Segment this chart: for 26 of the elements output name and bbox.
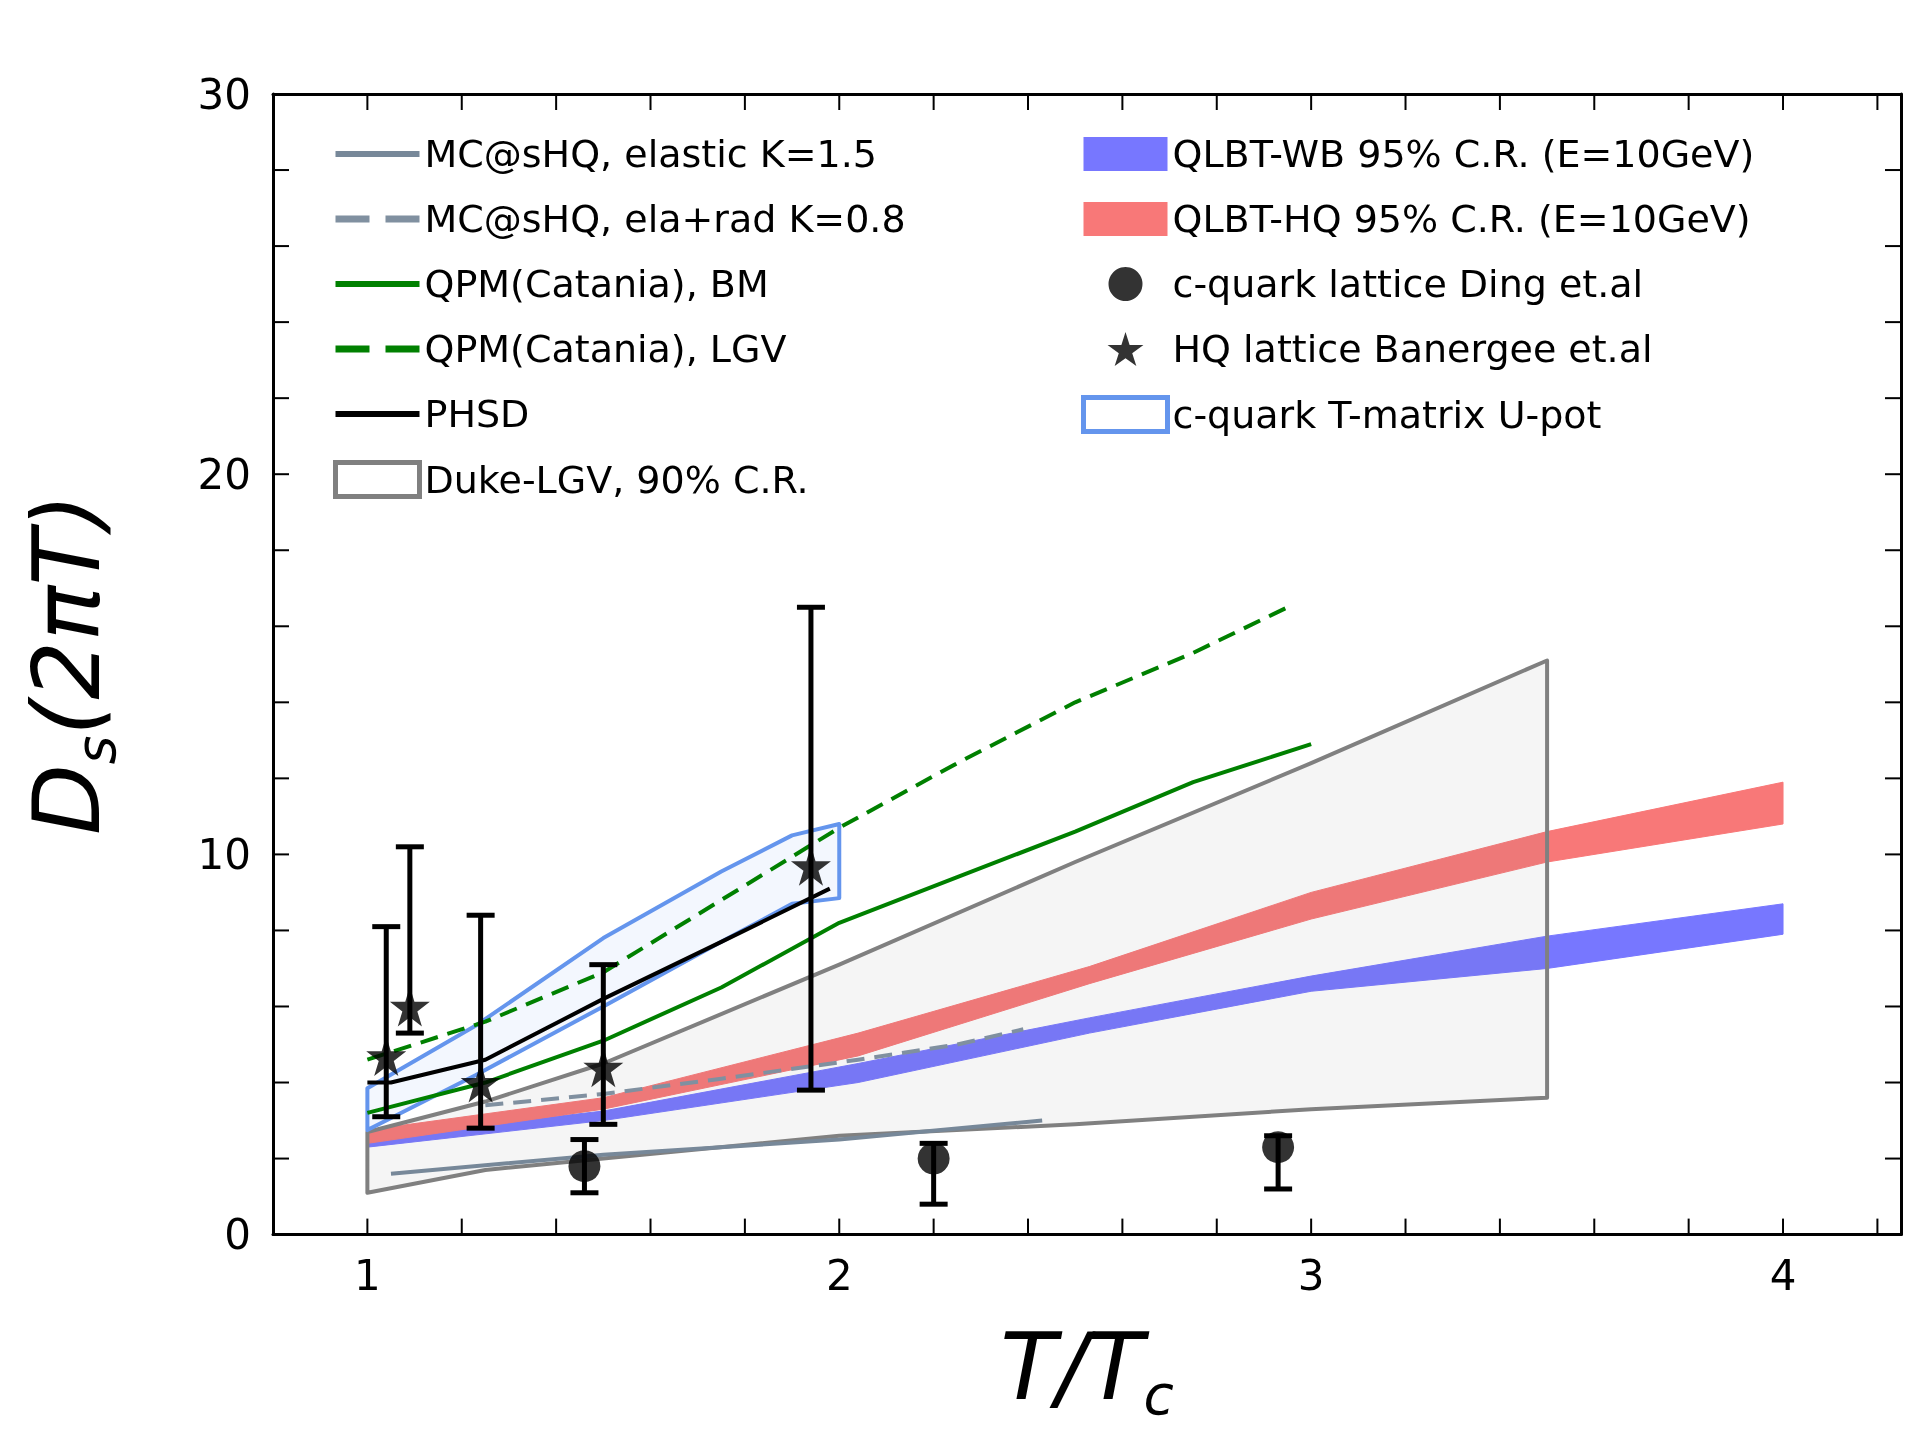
y-tick-label: 10 <box>197 829 251 879</box>
x-tick-label: 1 <box>354 1251 381 1301</box>
legend-label: MC@sHQ, elastic K=1.5 <box>424 132 877 176</box>
point <box>1262 1131 1295 1164</box>
legend-label: QPM(Catania), BM <box>424 262 769 306</box>
y-tick-label: 30 <box>197 69 251 119</box>
legend-label: c-quark lattice Ding et.al <box>1172 262 1644 306</box>
y-tick-label: 0 <box>224 1210 251 1260</box>
y-axis-title: Ds(2πT) <box>14 493 128 836</box>
legend-label: QPM(Catania), LGV <box>424 327 787 371</box>
legend-label: c-quark T-matrix U-pot <box>1172 392 1602 437</box>
point <box>917 1142 950 1175</box>
line-series <box>483 1027 1026 1108</box>
legend-label: PHSD <box>424 392 530 436</box>
legend-label: MC@sHQ, ela+rad K=0.8 <box>424 197 906 241</box>
y-tick-label: 20 <box>197 449 251 499</box>
legend-label: QLBT-HQ 95% C.R. (E=10GeV) <box>1172 197 1751 241</box>
legend-label: QLBT-WB 95% C.R. (E=10GeV) <box>1172 132 1755 176</box>
x-tick-label: 3 <box>1297 1251 1325 1301</box>
x-tick-label: 2 <box>825 1251 853 1301</box>
legend-label: HQ lattice Banergee et.al <box>1172 327 1653 371</box>
line-series <box>365 742 1314 1115</box>
legend-label: Duke-LGV, 90% C.R. <box>424 457 809 502</box>
x-tick-label: 4 <box>1769 1251 1797 1301</box>
point <box>568 1150 601 1183</box>
line-series <box>388 1118 1045 1176</box>
